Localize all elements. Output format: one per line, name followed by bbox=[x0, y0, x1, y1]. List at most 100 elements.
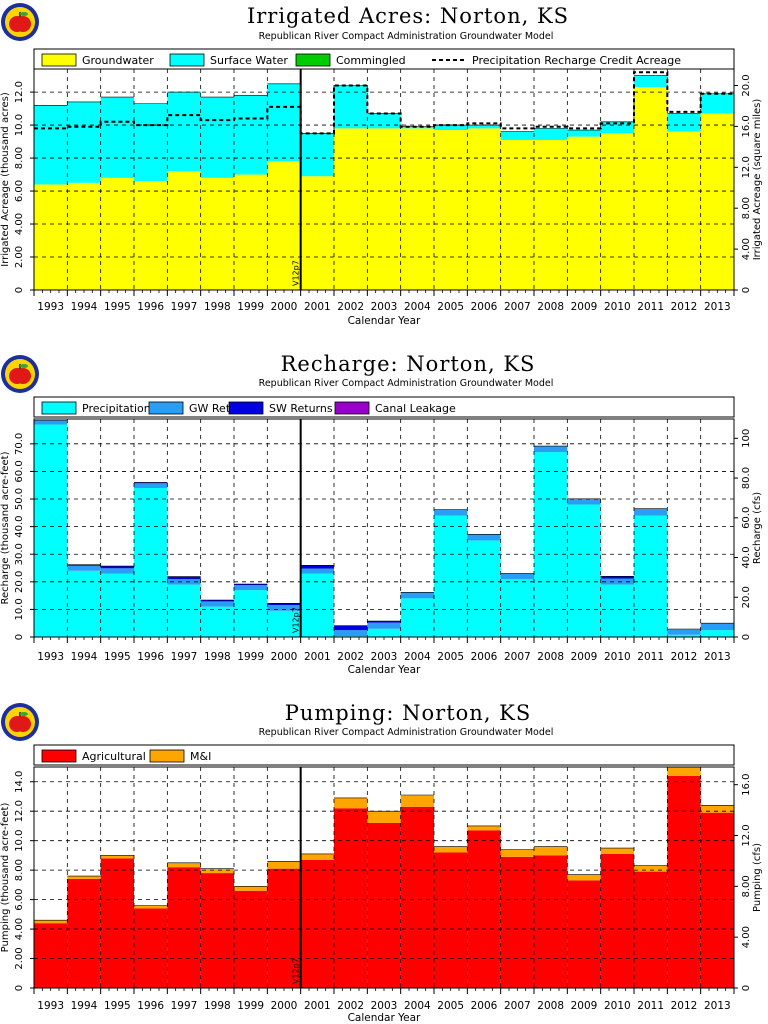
x-tick-label: 2006 bbox=[471, 651, 498, 663]
bar-sw-returns-1999 bbox=[234, 584, 268, 586]
x-tick-label: 1999 bbox=[237, 301, 264, 313]
y-right-axis-label: Recharge (cfs) bbox=[752, 492, 763, 564]
apple-logo-icon bbox=[1, 355, 39, 393]
bar-surface-water-1999 bbox=[234, 95, 268, 175]
x-tick-label: 2007 bbox=[504, 1000, 531, 1012]
x-tick-label: 2010 bbox=[604, 301, 631, 313]
y-right-tick-label: 4.00 bbox=[741, 238, 752, 260]
bar-m-i-2000 bbox=[267, 861, 301, 869]
x-tick-label: 2001 bbox=[304, 301, 331, 313]
x-tick-label: 2000 bbox=[271, 1000, 298, 1012]
bar-agricultural-2008 bbox=[534, 855, 568, 988]
chart-title: Recharge: Norton, KS bbox=[281, 352, 536, 376]
x-tick-label: 1997 bbox=[171, 301, 198, 313]
bar-sw-returns-2010 bbox=[600, 576, 634, 579]
legend-label: Groundwater bbox=[82, 54, 154, 67]
x-tick-label: 2000 bbox=[271, 301, 298, 313]
chart-subtitle: Republican River Compact Administration … bbox=[259, 378, 554, 389]
bar-gw-returns-2000 bbox=[267, 604, 301, 611]
bar-agricultural-2002 bbox=[334, 808, 368, 988]
bar-surface-water-2008 bbox=[534, 128, 568, 140]
x-tick-label: 1993 bbox=[37, 1000, 64, 1012]
x-tick-label: 2003 bbox=[371, 1000, 398, 1012]
apple-stem bbox=[19, 364, 21, 369]
x-tick-label: 2012 bbox=[671, 651, 698, 663]
x-tick-label: 2004 bbox=[404, 301, 431, 313]
x-tick-label: 1998 bbox=[204, 651, 231, 663]
x-tick-label: 2004 bbox=[404, 651, 431, 663]
bar-surface-water-1996 bbox=[134, 103, 168, 182]
bar-m-i-2010 bbox=[600, 848, 634, 854]
x-tick-label: 2005 bbox=[437, 651, 464, 663]
bar-surface-water-1995 bbox=[100, 97, 134, 178]
bar-precipitation-1994 bbox=[67, 570, 101, 637]
y-right-axis-label: Irrigated Acreage (square miles) bbox=[752, 99, 763, 261]
y-right-tick-label: 8.00 bbox=[741, 197, 752, 219]
bar-groundwater-2001 bbox=[300, 176, 334, 290]
bar-gw-returns-1999 bbox=[234, 585, 268, 591]
x-tick-label: 2011 bbox=[637, 301, 664, 313]
y-tick-label: 0 bbox=[14, 634, 25, 640]
bar-groundwater-2009 bbox=[567, 136, 601, 290]
chart-panel-1: Irrigated Acres: Norton, KS Republican Ri… bbox=[0, 3, 763, 327]
x-axis-label: Calendar Year bbox=[348, 1012, 421, 1024]
bar-groundwater-2006 bbox=[467, 128, 501, 290]
bar-gw-returns-1993 bbox=[34, 420, 68, 425]
legend-box bbox=[33, 744, 735, 766]
chart-title: Pumping: Norton, KS bbox=[285, 701, 532, 725]
y-right-tick-label: 20.0 bbox=[741, 74, 752, 96]
bar-agricultural-1996 bbox=[134, 908, 168, 988]
bar-agricultural-2007 bbox=[500, 856, 534, 988]
x-tick-label: 2013 bbox=[704, 301, 731, 313]
legend-swatch bbox=[41, 53, 77, 67]
bar-m-i-1995 bbox=[100, 855, 134, 859]
bar-surface-water-2010 bbox=[600, 121, 634, 134]
bar-precipitation-2006 bbox=[467, 540, 501, 637]
bar-m-i-2008 bbox=[534, 846, 568, 856]
bar-gw-returns-2012 bbox=[667, 628, 701, 635]
y-tick-label: 14.0 bbox=[14, 771, 25, 793]
bar-precipitation-2012 bbox=[667, 634, 701, 637]
apple-leaf bbox=[20, 364, 28, 368]
bar-gw-returns-2008 bbox=[534, 446, 568, 453]
x-tick-label: 2001 bbox=[304, 1000, 331, 1012]
bar-groundwater-1996 bbox=[134, 181, 168, 290]
bar-agricultural-1998 bbox=[200, 873, 234, 988]
legend-swatch bbox=[149, 749, 185, 763]
y-tick-label: 20.0 bbox=[14, 571, 25, 593]
chart-panel-3: Pumping: Norton, KS Republican River Comp… bbox=[0, 701, 763, 1024]
bar-surface-water-1997 bbox=[167, 92, 201, 172]
bar-surface-water-2005 bbox=[434, 125, 468, 131]
bar-precipitation-2010 bbox=[600, 584, 634, 637]
x-tick-label: 2003 bbox=[371, 301, 398, 313]
bar-precipitation-1995 bbox=[100, 573, 134, 637]
bar-sw-returns-1998 bbox=[200, 600, 234, 602]
y-tick-label: 50.0 bbox=[14, 488, 25, 510]
y-tick-label: 12.0 bbox=[14, 800, 25, 822]
y-axis-label: Recharge (thousand acre-feet) bbox=[0, 451, 11, 604]
bar-sw-returns-2003 bbox=[367, 620, 401, 623]
bar-m-i-1998 bbox=[200, 868, 234, 874]
bar-precipitation-2007 bbox=[500, 579, 534, 637]
x-tick-label: 1999 bbox=[237, 651, 264, 663]
y-tick-label: 10.0 bbox=[14, 598, 25, 620]
apple-stem bbox=[19, 12, 21, 17]
bar-groundwater-2005 bbox=[434, 130, 468, 290]
bar-gw-returns-2006 bbox=[467, 534, 501, 541]
x-tick-label: 2003 bbox=[371, 651, 398, 663]
x-tick-label: 2009 bbox=[571, 1000, 598, 1012]
bar-m-i-1993 bbox=[34, 920, 68, 924]
bar-surface-water-1994 bbox=[67, 101, 101, 183]
y-axis-label: Irrigated Acreage (thousand acres) bbox=[0, 92, 11, 267]
x-tick-label: 1994 bbox=[71, 301, 98, 313]
x-tick-label: 1999 bbox=[237, 1000, 264, 1012]
legend-swatch bbox=[148, 401, 184, 415]
legend-label: M&I bbox=[190, 750, 211, 763]
y-right-tick-label: 0 bbox=[741, 985, 752, 991]
bar-m-i-2005 bbox=[434, 846, 468, 853]
y-tick-label: 70.0 bbox=[14, 433, 25, 455]
bar-m-i-2009 bbox=[567, 874, 601, 881]
bar-m-i-1994 bbox=[67, 876, 101, 879]
bar-agricultural-2003 bbox=[367, 822, 401, 988]
